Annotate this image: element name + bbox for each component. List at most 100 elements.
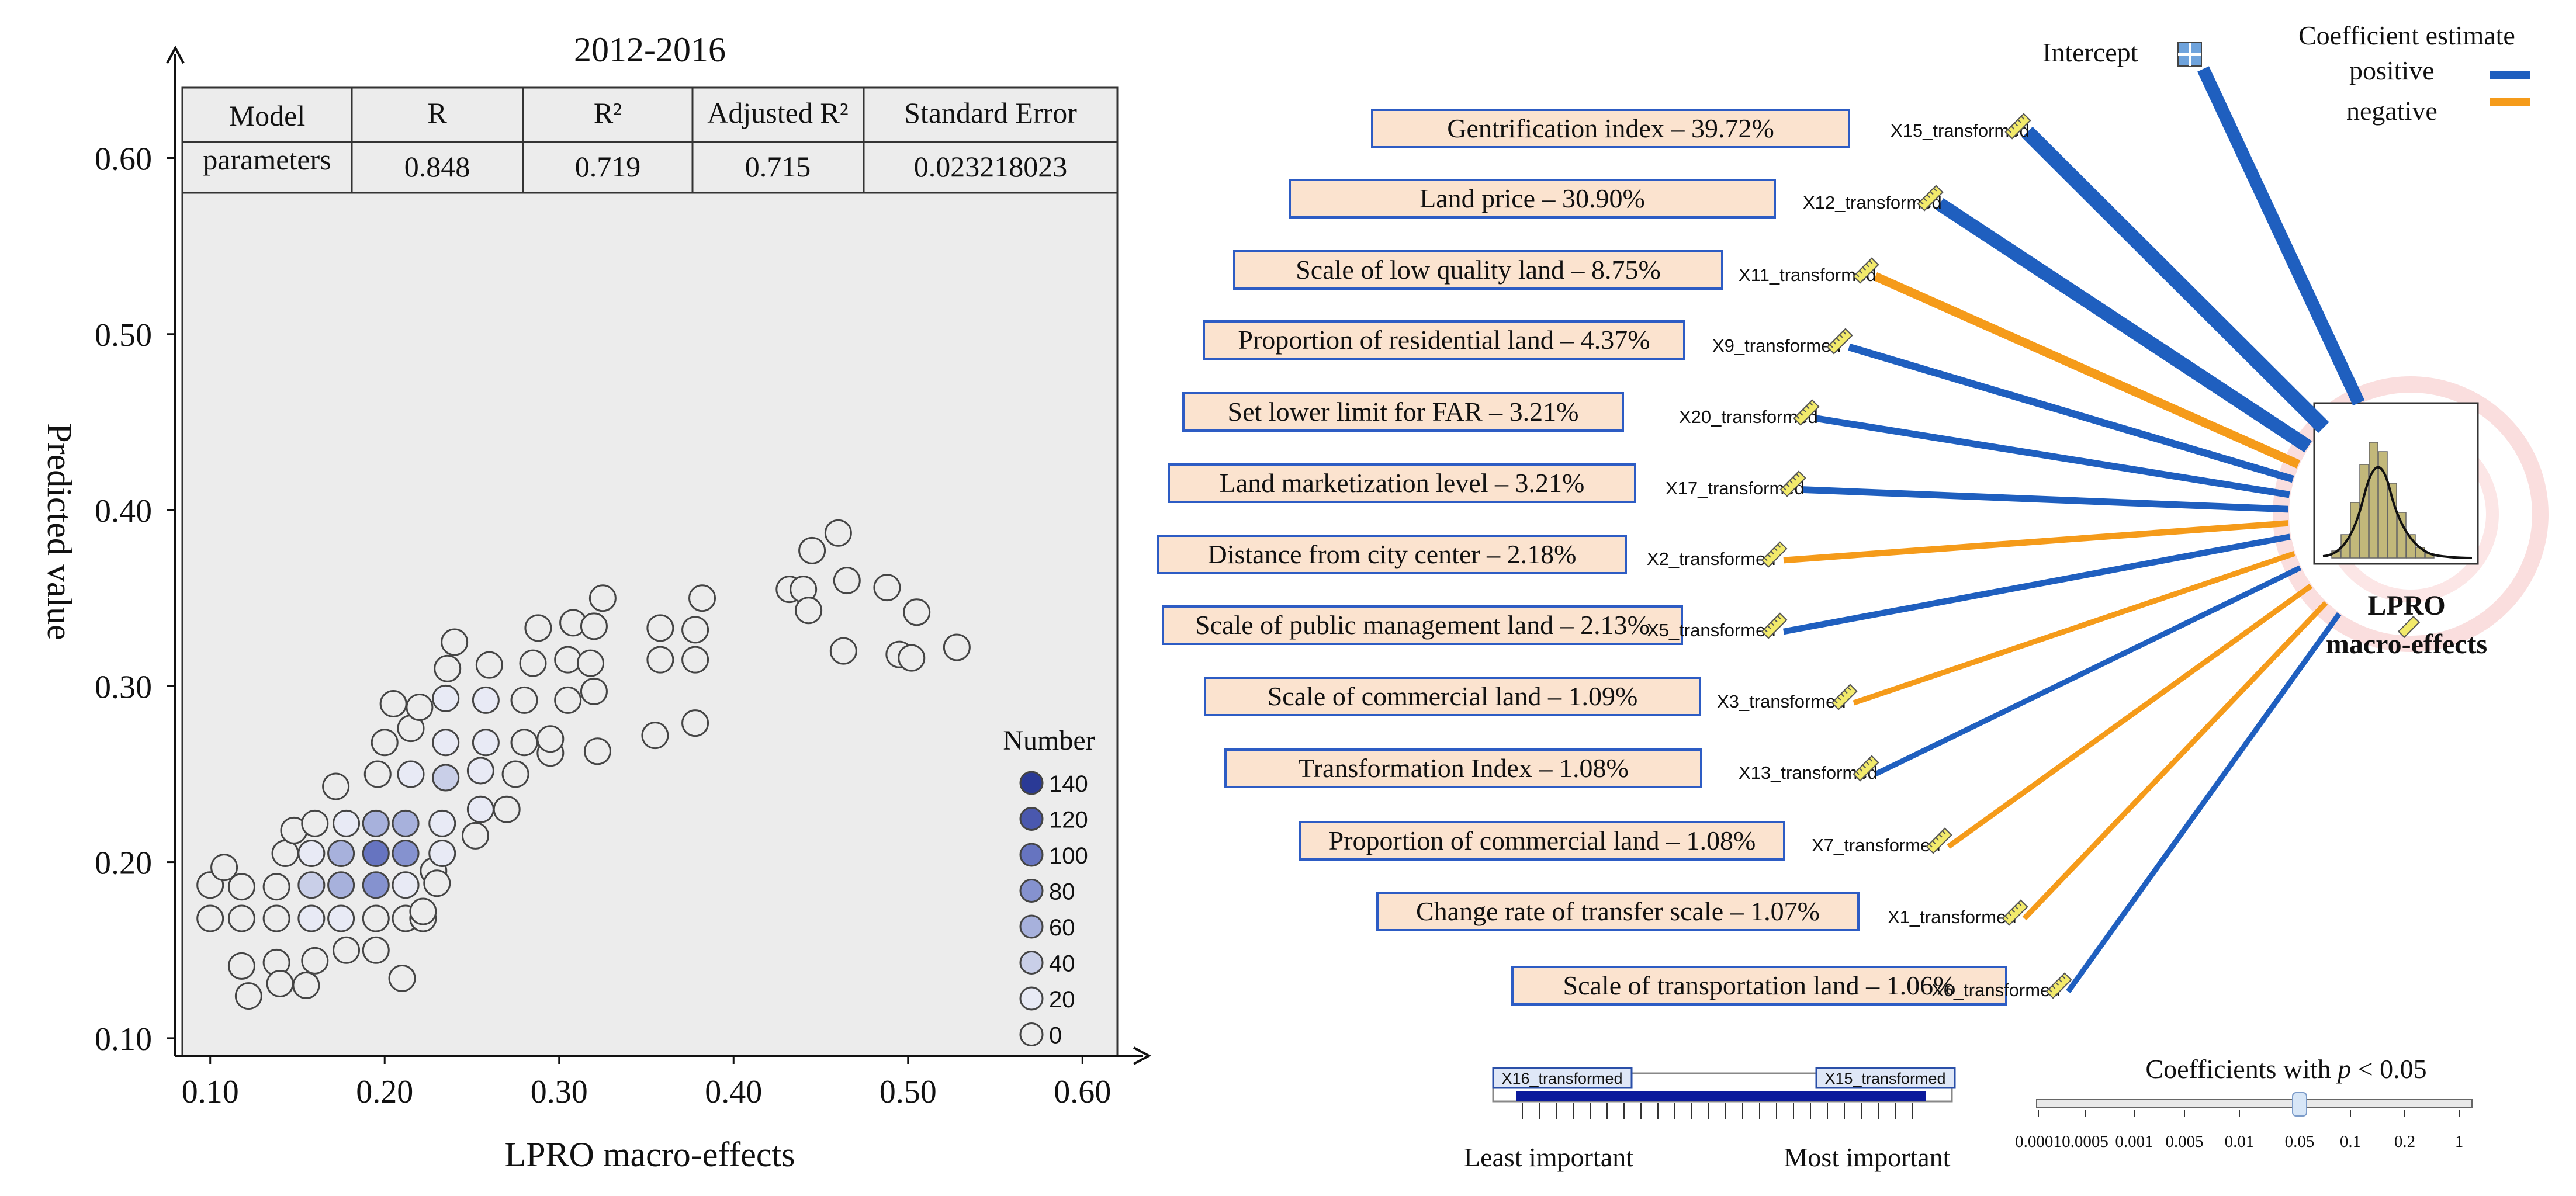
scatter-point	[519, 649, 547, 677]
predictor-x15-transformed[interactable]: Gentrification index – 39.72% X15_transfo…	[1371, 109, 2031, 148]
legend-negative-label: negative	[2346, 96, 2437, 126]
table-header-standard-error: Standard Error	[904, 96, 1077, 129]
target-histogram-icon[interactable]	[2313, 402, 2479, 565]
ruler-icon[interactable]	[1761, 541, 1788, 568]
x-tick-label: 0.30	[531, 1074, 588, 1110]
predictor-label-box	[1182, 392, 1624, 432]
predictor-x5-transformed[interactable]: Scale of public management land – 2.13%X…	[1162, 605, 1788, 645]
axes: 0.10 0.20 0.30 0.40 0.50 0.60 0.10 0.20 0.30 0.4…	[95, 45, 1152, 1110]
predictor-x20-transformed[interactable]: Set lower limit for FAR – 3.21% X20_trans…	[1182, 392, 1820, 432]
scatter-point	[688, 584, 716, 612]
ruler-icon[interactable]	[2004, 113, 2031, 140]
count-legend-label: 60	[1049, 915, 1075, 941]
ruler-icon[interactable]	[2002, 899, 2028, 926]
ruler-icon[interactable]	[1926, 827, 1952, 854]
scatter-point	[466, 757, 494, 785]
predictor-link	[1874, 565, 2302, 777]
predictor-variable-name: X6_transformed	[1931, 980, 2061, 1000]
predictor-label: Distance from city center – 2.18%	[1208, 539, 1577, 569]
predictor-label-box	[1168, 463, 1636, 503]
table-value-r2: 0.719	[575, 150, 641, 183]
predictor-x3-transformed[interactable]: Scale of commercial land – 1.09% X3_trans…	[1204, 677, 1858, 716]
scatter-point	[262, 873, 290, 901]
p-slider-title: Coefficients with p < 0.05	[2145, 1054, 2426, 1084]
ruler-icon[interactable]	[1853, 755, 1879, 782]
table-value-r: 0.848	[404, 150, 470, 183]
count-legend-title: Number	[1003, 725, 1095, 756]
least-important-label: Least important	[1464, 1142, 1633, 1172]
y-axis-label: Predicted value	[40, 423, 79, 640]
ruler-icon[interactable]	[1853, 257, 1879, 284]
scatter-point	[510, 686, 538, 714]
p-slider-handle[interactable]	[2292, 1092, 2307, 1117]
predictor-link	[2021, 126, 2329, 433]
scatter-point	[227, 952, 255, 980]
importance-slider-left-handle[interactable]: X16_transformed	[1492, 1067, 1633, 1089]
count-legend-label: 120	[1049, 807, 1088, 833]
predictor-x2-transformed[interactable]: Distance from city center – 2.18% X2_tran…	[1157, 535, 1788, 574]
table-value-adjusted-r2: 0.715	[745, 150, 811, 183]
predictor-x11-transformed[interactable]: Scale of low quality land – 8.75% X11_tra…	[1233, 250, 1879, 290]
scatter-points	[196, 519, 971, 1010]
count-legend-label: 100	[1049, 843, 1088, 869]
scatter-point	[301, 809, 329, 837]
scatter-point	[371, 729, 399, 757]
intercept-icon[interactable]	[2177, 42, 2202, 67]
predictor-label-box	[1224, 748, 1702, 788]
coefficient-legend-title: Coefficient estimate	[2298, 20, 2515, 50]
predictor-variable-name: X9_transformed	[1712, 335, 1841, 356]
predictor-x13-transformed[interactable]: Transformation Index – 1.08% X13_transfor…	[1224, 748, 1879, 788]
predictor-x12-transformed[interactable]: Land price – 30.90% X12_transformed	[1289, 179, 1944, 219]
scatter-point	[510, 729, 538, 757]
predictor-x7-transformed[interactable]: Proportion of commercial land – 1.08% X7_…	[1299, 821, 1952, 861]
predictor-x9-transformed[interactable]: Proportion of residential land – 4.37% X9…	[1203, 320, 1853, 360]
scatter-point	[524, 614, 552, 642]
y-axis-arrow	[166, 45, 185, 64]
scatter-point	[432, 684, 460, 712]
scatter-point	[829, 637, 857, 665]
ruler-icon[interactable]	[1761, 612, 1788, 639]
predictor-label-box	[1162, 605, 1683, 645]
p-tick-label: 0.0005	[2062, 1132, 2108, 1151]
ruler-icon[interactable]	[1831, 684, 1858, 710]
importance-slider-right-handle[interactable]: X15_transformed	[1815, 1067, 1956, 1089]
scatter-point	[210, 854, 238, 882]
count-legend-swatch	[1019, 843, 1044, 867]
target-label-line1: LPRO	[2367, 590, 2445, 621]
count-legend-label: 140	[1049, 771, 1088, 797]
predictor-x1-transformed[interactable]: Change rate of transfer scale – 1.07% X1_…	[1376, 892, 2028, 931]
scatter-point	[472, 729, 500, 757]
predictor-label-box	[1204, 677, 1701, 716]
ruler-icon[interactable]	[1917, 185, 1944, 212]
x-axis-arrow	[1133, 1046, 1152, 1065]
predictor-link	[1783, 533, 2291, 635]
y-tick-label: 0.60	[95, 141, 152, 178]
importance-slider[interactable]: X16_transformed X15_transformed Least im…	[1464, 1067, 1956, 1172]
scatter-point	[388, 964, 416, 992]
predictor-label-box	[1203, 320, 1685, 360]
table-row-label-line1: Model	[229, 99, 306, 132]
histogram-bar	[2378, 451, 2388, 559]
ruler-icon[interactable]	[1826, 328, 1853, 355]
ruler-icon[interactable]	[2045, 972, 2072, 999]
predictor-label: Set lower limit for FAR – 3.21%	[1228, 397, 1579, 427]
count-legend-swatch	[1019, 771, 1044, 795]
scatter-point	[798, 536, 826, 564]
scatter-point	[646, 646, 674, 674]
predictor-link	[2066, 612, 2342, 993]
scatter-point	[898, 644, 926, 672]
p-value-slider[interactable]: Coefficients with p < 0.05 0.0001 0.0005 0…	[2015, 1054, 2473, 1151]
scatter-point	[681, 616, 709, 644]
ruler-icon[interactable]	[1779, 470, 1806, 497]
predictor-link	[1853, 550, 2295, 706]
scatter-point	[588, 584, 617, 612]
predictor-x17-transformed[interactable]: Land marketization level – 3.21% X17_tran…	[1168, 463, 1806, 503]
predictor-x6-transformed[interactable]: Scale of transportation land – 1.06%X6_t…	[1511, 966, 2072, 1006]
scatter-point	[262, 904, 290, 932]
histogram-bar	[2369, 442, 2378, 559]
count-legend-label: 0	[1049, 1023, 1062, 1049]
scatter-point	[227, 873, 255, 901]
most-important-label: Most important	[1784, 1142, 1951, 1172]
scatter-point	[501, 760, 529, 788]
ruler-icon[interactable]	[1793, 399, 1820, 426]
